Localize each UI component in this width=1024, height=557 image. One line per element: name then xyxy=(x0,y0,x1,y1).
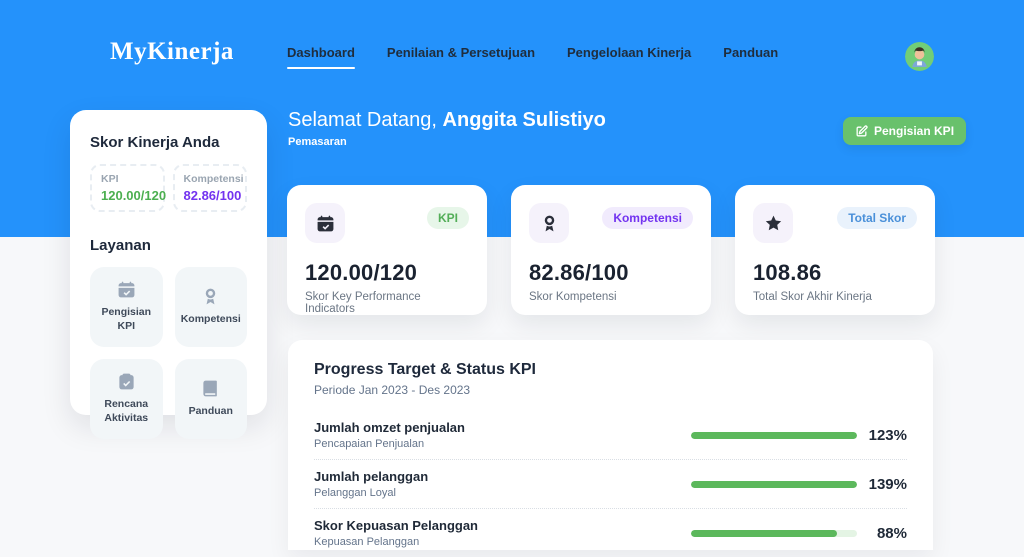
kompetensi-value: 82.86/100 xyxy=(529,260,629,285)
progress-title: Progress Target & Status KPI xyxy=(314,361,536,378)
greeting-text: Selamat Datang, xyxy=(288,109,437,131)
stat-card-kpi: KPI 120.00/120 Skor Key Performance Indi… xyxy=(287,185,487,315)
progress-row-sublabel: Kepuasan Pelanggan xyxy=(314,536,420,548)
progress-row-omzet: Jumlah omzet penjualan Pencapaian Penjua… xyxy=(314,411,907,459)
stat-icon-box xyxy=(753,203,793,243)
welcome-greeting: Selamat Datang, Anggita Sulistiyo xyxy=(288,109,606,132)
services-grid: Pengisian KPI Kompetensi Rencana Aktivit… xyxy=(90,267,247,439)
progress-percent: 88% xyxy=(876,524,907,542)
kompetensi-caption: Skor Kompetensi xyxy=(529,291,617,303)
cta-label: Pengisian KPI xyxy=(874,124,955,138)
progress-row-pelanggan: Jumlah pelanggan Pelanggan Loyal 139% xyxy=(314,459,907,508)
progress-row-label: Skor Kepuasan Pelanggan xyxy=(314,518,478,533)
pengisian-kpi-button[interactable]: Pengisian KPI xyxy=(843,117,967,145)
kompetensi-score-value: 82.86/100 xyxy=(183,188,242,203)
award-icon xyxy=(206,288,216,305)
service-label: Panduan xyxy=(188,405,233,418)
score-card-title: Skor Kinerja Anda xyxy=(90,134,220,151)
progress-row-sublabel: Pelanggan Loyal xyxy=(314,487,396,499)
service-rencana-aktivitas[interactable]: Rencana Aktivitas xyxy=(90,359,163,439)
total-skor-value: 108.86 xyxy=(753,260,822,285)
progress-period: Periode Jan 2023 - Des 2023 xyxy=(314,383,471,397)
nav-item-pengelolaan-kinerja[interactable]: Pengelolaan Kinerja xyxy=(567,45,692,60)
service-pengisian-kpi[interactable]: Pengisian KPI xyxy=(90,267,163,347)
stat-icon-box xyxy=(305,203,345,243)
kpi-score-value: 120.00/120 xyxy=(101,188,167,203)
main-nav: Dashboard Penilaian & Persetujuan Pengel… xyxy=(287,45,778,69)
user-avatar[interactable] xyxy=(905,42,934,71)
stat-icon-box xyxy=(529,203,569,243)
progress-percent: 139% xyxy=(868,475,907,493)
service-label: Kompetensi xyxy=(180,313,241,326)
kpi-score-box: KPI 120.00/120 xyxy=(90,164,167,212)
nav-item-dashboard[interactable]: Dashboard xyxy=(287,45,355,69)
progress-percent: 123% xyxy=(868,426,907,444)
kpi-score-label: KPI xyxy=(101,173,119,185)
brand-logo: MyKinerja xyxy=(110,38,234,65)
award-icon xyxy=(544,215,554,231)
star-icon xyxy=(765,215,781,230)
service-label: Pengisian KPI xyxy=(101,306,152,332)
nav-item-penilaian-persetujuan[interactable]: Penilaian & Persetujuan xyxy=(386,45,536,60)
kompetensi-score-box: Kompetensi 82.86/100 xyxy=(172,164,247,212)
calendar-check-icon xyxy=(118,281,135,298)
welcome-header: Selamat Datang, Anggita Sulistiyo Pemasa… xyxy=(288,109,606,148)
service-panduan[interactable]: Panduan xyxy=(174,359,247,439)
stat-card-kompetensi: Kompetensi 82.86/100 Skor Kompetensi xyxy=(511,185,711,315)
progress-row-label: Jumlah omzet penjualan xyxy=(314,420,465,435)
edit-icon xyxy=(856,124,868,136)
nav-item-panduan[interactable]: Panduan xyxy=(723,45,779,60)
progress-row-kepuasan: Skor Kepuasan Pelanggan Kepuasan Pelangg… xyxy=(314,508,907,557)
total-skor-badge: Total Skor xyxy=(837,207,917,229)
clipboard-check-icon xyxy=(119,373,134,390)
progress-row-label: Jumlah pelanggan xyxy=(314,469,429,484)
progress-kpi-card: Progress Target & Status KPI Periode Jan… xyxy=(288,340,933,550)
kpi-value: 120.00/120 xyxy=(305,260,418,285)
progress-row-sublabel: Pencapaian Penjualan xyxy=(314,438,425,450)
services-title: Layanan xyxy=(90,237,151,254)
sidebar-score-card: Skor Kinerja Anda KPI 120.00/120 Kompete… xyxy=(70,110,267,439)
total-skor-caption: Total Skor Akhir Kinerja xyxy=(753,291,872,303)
progress-bar xyxy=(691,431,857,439)
calendar-check-icon xyxy=(317,215,333,231)
book-icon xyxy=(203,380,218,397)
kpi-caption: Skor Key Performance Indicators xyxy=(305,291,421,315)
user-name: Anggita Sulistiyo xyxy=(442,109,606,131)
service-kompetensi[interactable]: Kompetensi xyxy=(174,267,247,347)
user-department: Pemasaran xyxy=(288,136,347,148)
progress-bar xyxy=(691,529,857,537)
avatar-illustration xyxy=(905,42,934,71)
kompetensi-score-label: Kompetensi xyxy=(183,173,244,185)
score-boxes: KPI 120.00/120 Kompetensi 82.86/100 xyxy=(90,164,247,212)
kompetensi-badge: Kompetensi xyxy=(602,207,693,229)
stat-card-total-skor: Total Skor 108.86 Total Skor Akhir Kiner… xyxy=(735,185,935,315)
service-label: Rencana Aktivitas xyxy=(104,398,149,424)
progress-rows: Jumlah omzet penjualan Pencapaian Penjua… xyxy=(314,411,907,557)
progress-bar xyxy=(691,480,857,488)
kpi-badge: KPI xyxy=(426,207,469,229)
